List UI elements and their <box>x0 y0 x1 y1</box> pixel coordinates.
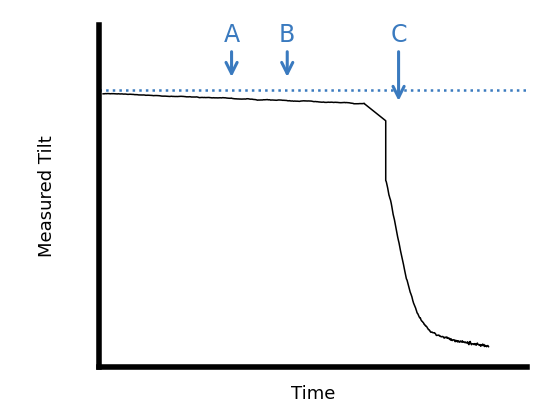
Text: C: C <box>390 23 407 47</box>
Text: B: B <box>279 23 295 47</box>
Text: Measured Tilt: Measured Tilt <box>38 135 57 257</box>
Text: A: A <box>223 23 239 47</box>
Text: Time: Time <box>291 385 335 403</box>
